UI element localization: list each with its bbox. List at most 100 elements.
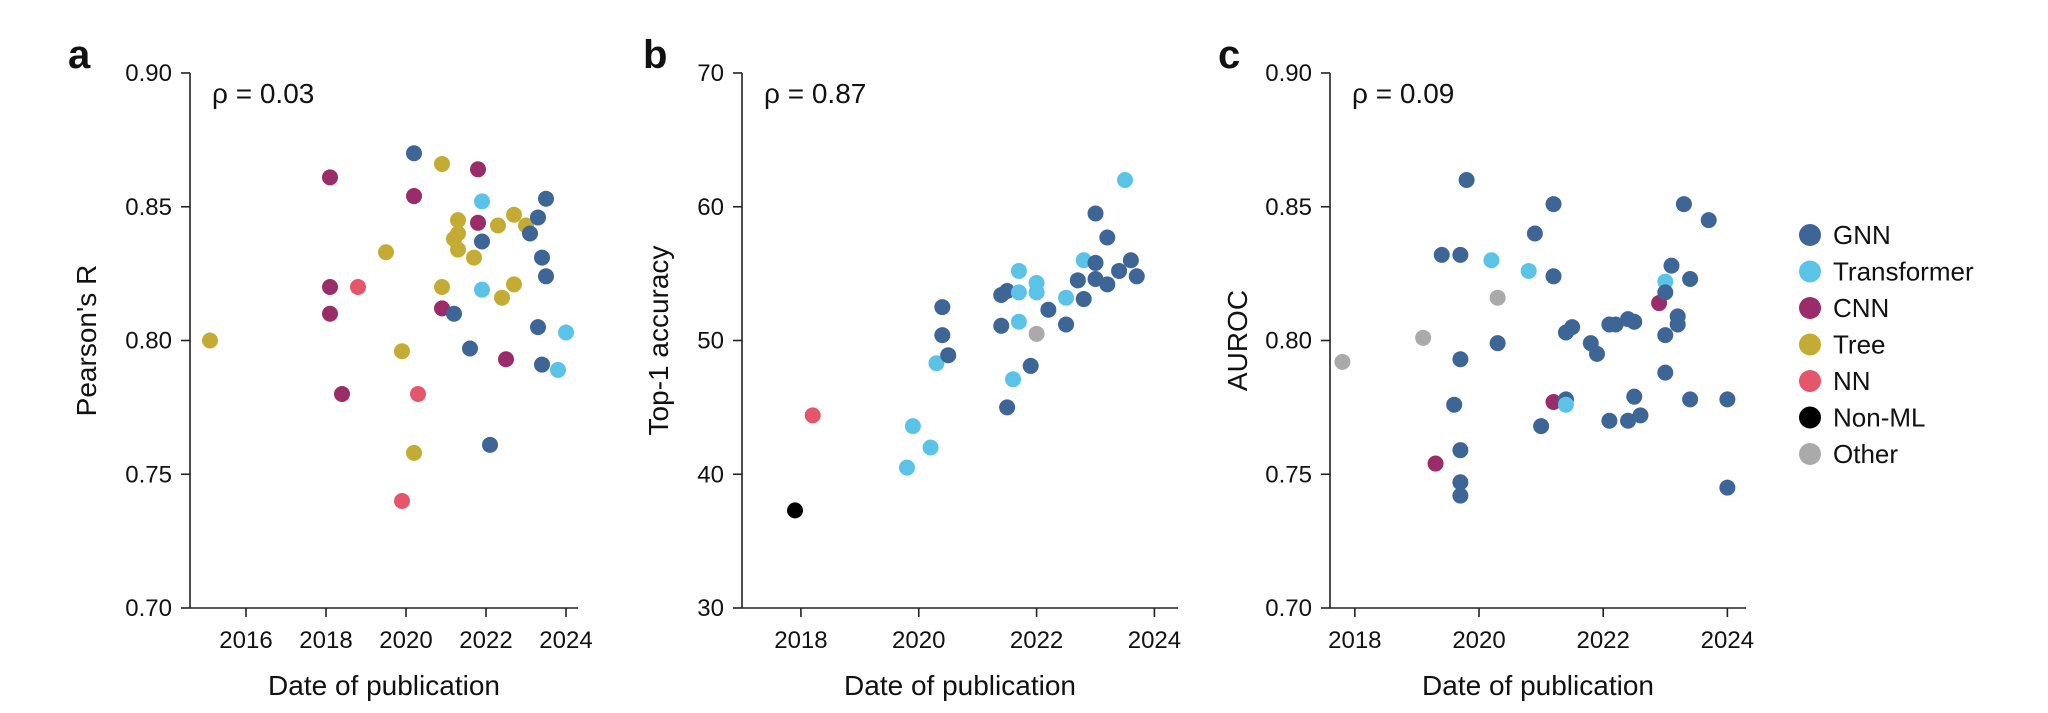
data-point-tree — [466, 249, 482, 266]
data-point-gnn — [1675, 196, 1692, 213]
y-tick-label: 0.75 — [125, 461, 172, 488]
data-point-gnn — [1719, 391, 1736, 408]
data-point-gnn — [934, 327, 951, 344]
data-point-transformer — [474, 193, 490, 210]
legend-marker — [1799, 406, 1821, 429]
data-point-gnn — [1099, 229, 1116, 246]
data-point-cnn — [434, 300, 450, 317]
legend-item: CNN — [1799, 293, 1889, 323]
legend-marker — [1799, 443, 1821, 465]
panel-c: c 0.70 0.75 0.80 0.85 0.90 2018 2020 2022 2024 Dat… — [1218, 33, 1754, 701]
y-tick-label: 0.70 — [125, 595, 172, 622]
legend-item: Other — [1799, 439, 1898, 469]
y-tick-label: 0.70 — [1265, 595, 1312, 622]
data-point-cnn — [322, 305, 338, 322]
data-point-gnn — [1682, 391, 1699, 408]
x-tick-label: 2020 — [892, 627, 945, 654]
legend-item: GNN — [1799, 220, 1891, 250]
data-point-gnn — [1588, 345, 1605, 362]
data-point-gnn — [1700, 212, 1717, 229]
data-point-transformer — [1028, 284, 1045, 301]
data-point-transformer — [898, 459, 915, 476]
data-point-gnn — [1626, 388, 1643, 405]
data-point-cnn — [322, 279, 338, 295]
y-tick-label: 0.80 — [1265, 328, 1312, 355]
data-point-gnn — [1069, 272, 1086, 289]
correlation-annotation: ρ = 0.03 — [212, 78, 314, 109]
data-point-transformer — [1010, 313, 1027, 330]
data-point-cnn — [1427, 455, 1444, 472]
data-point-tree — [202, 332, 218, 349]
data-point-gnn — [1128, 268, 1145, 285]
panel-letter: b — [643, 33, 667, 77]
data-point-nn — [394, 493, 410, 509]
data-point-gnn — [1087, 205, 1104, 222]
y-tick-label: 40 — [697, 461, 724, 488]
panel-b: b 30 40 50 60 70 2018 2020 2022 2024 Date of publi… — [643, 33, 1181, 701]
data-point-nn — [410, 386, 426, 402]
legend-item: Transformer — [1799, 257, 1974, 287]
legend-label: CNN — [1833, 293, 1889, 323]
legend-marker — [1799, 297, 1821, 319]
data-point-gnn — [1433, 246, 1450, 263]
data-point-gnn — [1022, 357, 1039, 374]
data-point-gnn — [1632, 407, 1649, 424]
x-tick-label: 2018 — [774, 627, 827, 654]
x-tick-label: 2022 — [1010, 627, 1063, 654]
data-point-transformer — [1058, 289, 1075, 306]
data-point-cnn — [1545, 394, 1562, 411]
data-point-gnn — [1682, 270, 1699, 287]
data-point-gnn — [538, 190, 554, 207]
data-point-tree — [434, 279, 450, 295]
y-tick-label: 0.90 — [1265, 60, 1312, 87]
panel-letter: c — [1218, 33, 1240, 77]
data-point-gnn — [530, 209, 546, 226]
data-point-gnn — [1099, 276, 1116, 293]
data-point-gnn — [1446, 396, 1463, 413]
data-point-gnn — [1111, 262, 1128, 279]
x-tick-label: 2024 — [1128, 627, 1181, 654]
y-axis-label: AUROC — [1222, 290, 1253, 391]
legend-label: Non-ML — [1833, 403, 1925, 433]
data-point-nn — [804, 407, 821, 424]
data-point-other — [1415, 329, 1432, 346]
data-point-gnn — [1564, 319, 1581, 336]
data-point-tree — [494, 289, 510, 306]
data-point-transformer — [922, 439, 939, 456]
data-point-gnn — [1533, 418, 1550, 435]
data-point-gnn — [1545, 196, 1562, 213]
data-point-gnn — [538, 268, 554, 285]
legend-item: Tree — [1799, 330, 1886, 360]
data-point-gnn — [482, 436, 498, 453]
x-tick-label: 2022 — [1576, 627, 1629, 654]
legend-label: Tree — [1833, 330, 1886, 360]
data-point-transformer — [1005, 371, 1022, 388]
x-axis-label: Date of publication — [1422, 670, 1654, 701]
data-point-gnn — [474, 233, 490, 250]
data-point-gnn — [999, 283, 1016, 300]
y-tick-label: 0.80 — [125, 328, 172, 355]
data-point-gnn — [1452, 474, 1469, 491]
x-tick-label: 2020 — [1452, 627, 1505, 654]
legend-marker — [1799, 260, 1821, 283]
data-point-tree — [378, 244, 394, 261]
data-point-gnn — [534, 249, 550, 266]
data-point-tree — [450, 241, 466, 258]
y-axis-label: Top-1 accuracy — [643, 246, 674, 436]
data-point-other — [1489, 289, 1506, 306]
data-point-gnn — [1601, 412, 1618, 429]
legend-marker — [1799, 370, 1821, 392]
data-point-tree — [450, 225, 466, 242]
data-point-gnn — [1489, 335, 1506, 352]
data-point-transformer — [904, 418, 921, 435]
legend-label: NN — [1833, 366, 1871, 396]
x-axis-label: Date of publication — [268, 670, 500, 701]
data-point-transformer — [1010, 262, 1027, 279]
x-axis-label: Date of publication — [844, 670, 1076, 701]
data-point-gnn — [406, 145, 422, 162]
data-point-gnn — [1075, 291, 1092, 308]
data-point-gnn — [1458, 172, 1475, 188]
y-tick-label: 30 — [697, 595, 724, 622]
x-tick-label: 2016 — [219, 627, 272, 654]
